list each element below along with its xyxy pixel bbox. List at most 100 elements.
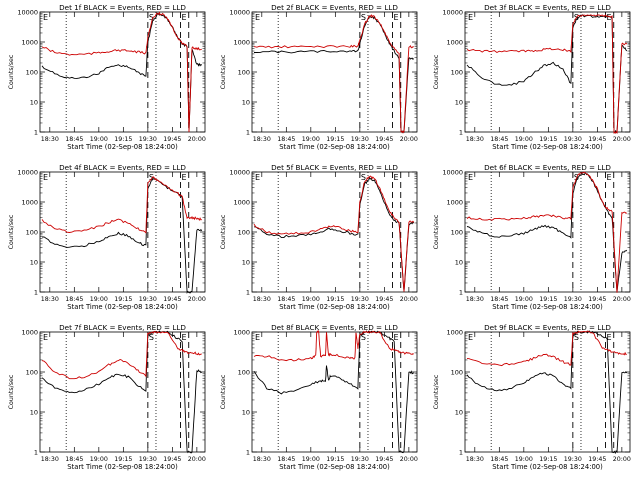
x-tick-label: 18:30 [41, 456, 59, 463]
event-marker-label: E [393, 173, 398, 182]
y-tick-label: 1 [34, 289, 38, 297]
events-series-line [41, 330, 203, 454]
x-tick-label: 19:00 [302, 456, 320, 463]
x-tick-label: 18:30 [41, 136, 59, 143]
x-tick-label: 18:45 [490, 296, 508, 303]
chart-title: Det 2f BLACK = Events, RED = LLD [271, 3, 398, 12]
x-tick-label: 19:30 [564, 136, 582, 143]
x-tick-label: 19:30 [564, 296, 582, 303]
event-marker-label: E [43, 333, 48, 342]
y-axis-label: Counts/sec [220, 374, 227, 409]
x-tick-label: 19:15 [114, 296, 132, 303]
y-tick-label: 1000 [21, 329, 38, 337]
y-axis-label: Counts/sec [433, 374, 440, 409]
x-tick-label: 19:45 [163, 456, 181, 463]
detector-panel-4: Det 4f BLACK = Events, RED = LLD 1 10 100 10… [8, 163, 206, 311]
plot-frame [39, 331, 206, 453]
x-tick-label: 20:00 [400, 296, 418, 303]
y-tick-label: 10 [242, 409, 250, 417]
chart-title: Det 3f BLACK = Events, RED = LLD [484, 3, 611, 12]
events-series-line [466, 14, 628, 134]
y-axis-label: Counts/sec [220, 54, 227, 89]
x-tick-label: 19:45 [375, 136, 393, 143]
x-tick-label: 20:00 [613, 456, 631, 463]
event-marker-label: E [255, 333, 260, 342]
x-tick-label: 19:00 [515, 456, 533, 463]
x-tick-label: 18:45 [65, 136, 83, 143]
x-tick-label: 18:30 [253, 136, 271, 143]
x-tick-label: 19:45 [375, 296, 393, 303]
event-marker-label: E [606, 333, 611, 342]
x-tick-label: 20:00 [613, 296, 631, 303]
y-tick-label: 1 [459, 289, 463, 297]
x-tick-label: 19:15 [539, 456, 557, 463]
x-tick-label: 19:15 [114, 456, 132, 463]
x-tick-label: 19:00 [515, 136, 533, 143]
y-tick-label: 1000 [233, 199, 250, 207]
y-tick-label: 100 [238, 69, 250, 77]
y-tick-label: 1 [34, 129, 38, 137]
x-tick-label: 18:45 [490, 136, 508, 143]
event-marker-label: S [574, 333, 579, 342]
plot-frame [251, 331, 418, 453]
lld-series-line [41, 11, 202, 133]
x-axis-label: Start Time (02-Sep-08 18:24:00) [279, 143, 390, 151]
events-series-line [466, 171, 628, 293]
x-tick-label: 18:30 [466, 296, 484, 303]
y-tick-label: 1 [459, 129, 463, 137]
event-marker-label: E [393, 333, 398, 342]
x-tick-label: 20:00 [400, 456, 418, 463]
event-marker-label: E [255, 13, 260, 22]
lld-series-line [41, 176, 202, 234]
y-tick-label: 10 [30, 99, 38, 107]
y-tick-label: 10000 [442, 9, 463, 17]
detector-panel-1: Det 1f BLACK = Events, RED = LLD 1 10 100 10… [8, 3, 206, 151]
x-tick-label: 19:15 [326, 296, 344, 303]
chart-title: Det 9f BLACK = Events, RED = LLD [484, 323, 611, 332]
x-tick-label: 19:15 [539, 136, 557, 143]
x-tick-label: 19:45 [588, 456, 606, 463]
x-tick-label: 18:45 [65, 296, 83, 303]
x-tick-label: 18:30 [41, 296, 59, 303]
event-marker-label: S [149, 333, 154, 342]
event-marker-label: E [606, 173, 611, 182]
detector-panel-5: Det 5f BLACK = Events, RED = LLD 1 10 100 10… [220, 163, 418, 311]
chart-title: Det 1f BLACK = Events, RED = LLD [59, 3, 186, 12]
y-tick-label: 10 [455, 99, 463, 107]
x-tick-label: 19:00 [90, 456, 108, 463]
x-axis-label: Start Time (02-Sep-08 18:24:00) [279, 303, 390, 311]
detector-panel-8: Det 8f BLACK = Events, RED = LLD 1 10 100 10… [220, 323, 418, 471]
chart-title: Det 6f BLACK = Events, RED = LLD [484, 163, 611, 172]
event-marker-label: E [181, 173, 186, 182]
plot-frame [464, 331, 631, 453]
x-tick-label: 19:30 [351, 136, 369, 143]
y-tick-label: 10 [30, 409, 38, 417]
lld-series-line [41, 330, 202, 380]
event-marker-label: E [181, 13, 186, 22]
y-tick-label: 10 [455, 409, 463, 417]
event-marker-label: E [181, 333, 186, 342]
lld-series-line [466, 171, 627, 293]
y-axis-label: Counts/sec [8, 54, 15, 89]
lld-series-line [253, 329, 414, 362]
chart-title: Det 5f BLACK = Events, RED = LLD [271, 163, 398, 172]
events-series-line [253, 330, 414, 454]
y-tick-label: 10 [455, 259, 463, 267]
y-tick-label: 1000 [233, 329, 250, 337]
event-marker-label: E [468, 173, 473, 182]
x-tick-label: 19:00 [90, 296, 108, 303]
x-tick-label: 19:30 [351, 456, 369, 463]
x-tick-label: 19:00 [302, 136, 320, 143]
x-tick-label: 20:00 [188, 456, 206, 463]
y-tick-label: 100 [26, 69, 38, 77]
event-marker-label: S [149, 173, 154, 182]
x-axis-label: Start Time (02-Sep-08 18:24:00) [492, 303, 603, 311]
x-tick-label: 20:00 [400, 136, 418, 143]
x-axis-label: Start Time (02-Sep-08 18:24:00) [67, 143, 178, 151]
y-tick-label: 1 [246, 289, 250, 297]
x-tick-label: 19:30 [139, 136, 157, 143]
y-tick-label: 100 [451, 229, 463, 237]
x-tick-label: 18:30 [466, 136, 484, 143]
x-tick-label: 19:30 [564, 456, 582, 463]
